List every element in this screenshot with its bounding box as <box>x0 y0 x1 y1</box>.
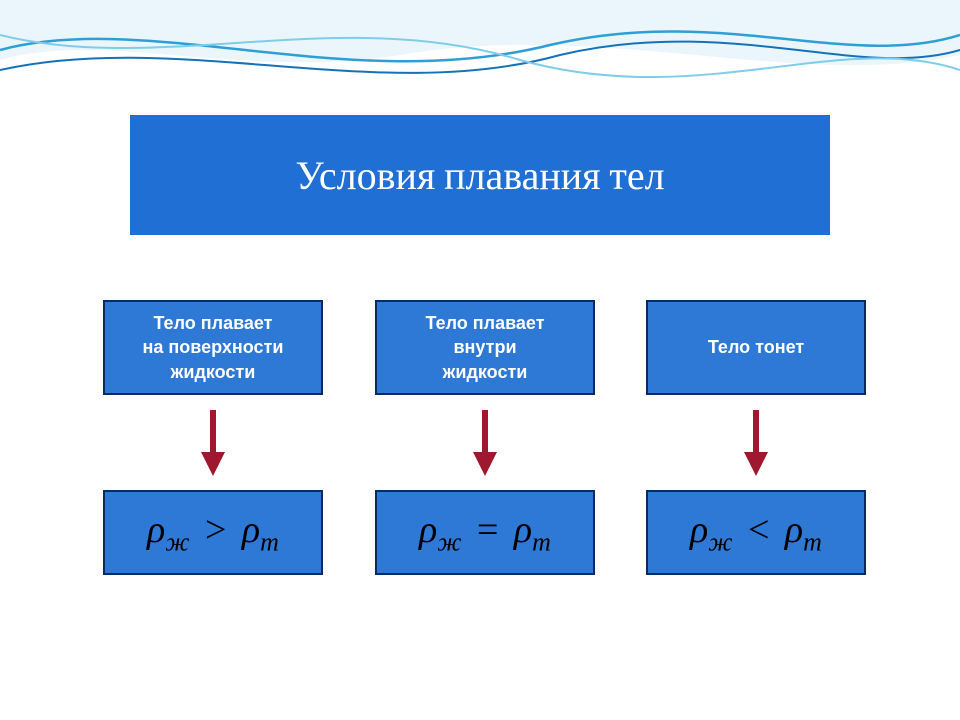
condition-floats-inside: Тело плаваетвнутрижидкости <box>375 300 595 395</box>
formula: ρж < ρт <box>690 508 822 558</box>
condition-label: Тело тонет <box>708 335 804 359</box>
formula: ρж > ρт <box>147 508 279 558</box>
formula: ρж = ρт <box>419 508 551 558</box>
condition-label: Тело плаваетвнутрижидкости <box>425 311 544 384</box>
arrow-down-icon <box>198 408 228 478</box>
formula-box-sinks: ρж < ρт <box>646 490 866 575</box>
condition-sinks: Тело тонет <box>646 300 866 395</box>
title-text: Условия плавания тел <box>295 152 664 199</box>
arrow-down-icon <box>470 408 500 478</box>
title-box: Условия плавания тел <box>130 115 830 235</box>
condition-label: Тело плаваетна поверхностижидкости <box>143 311 284 384</box>
formula-box-surface: ρж > ρт <box>103 490 323 575</box>
condition-floats-on-surface: Тело плаваетна поверхностижидкости <box>103 300 323 395</box>
formula-box-inside: ρж = ρт <box>375 490 595 575</box>
arrow-down-icon <box>741 408 771 478</box>
